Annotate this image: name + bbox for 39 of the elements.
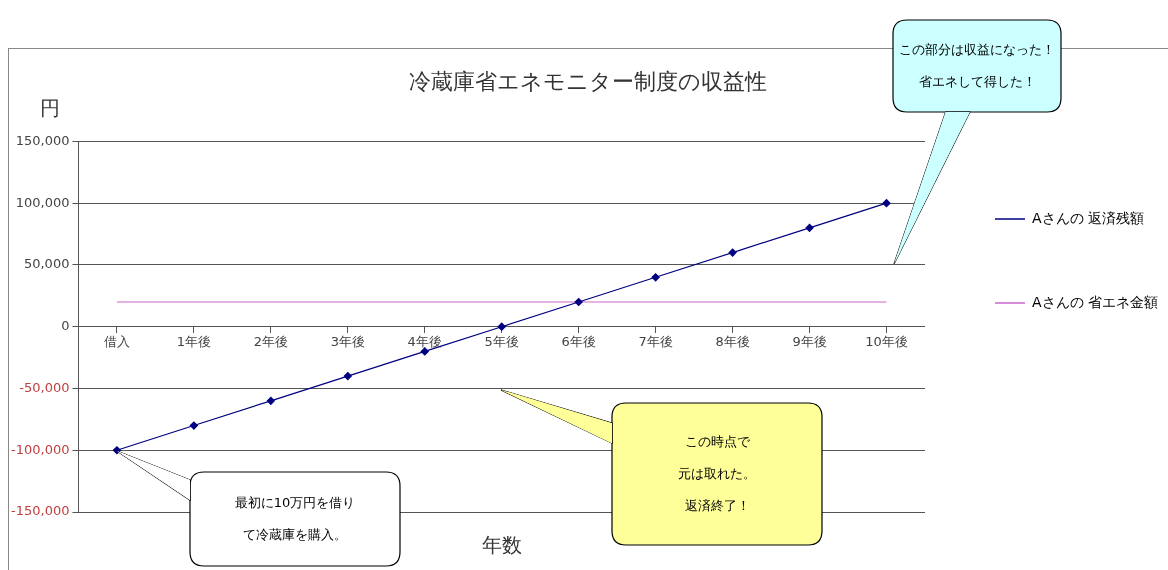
x-tick-label: 6年後: [561, 333, 596, 349]
y-tick-label: 0: [61, 318, 70, 334]
y-tick-label: 100,000: [15, 194, 70, 210]
x-tick-label: 借入: [103, 333, 130, 349]
x-axis-title: 年数: [481, 533, 522, 558]
point: [651, 273, 660, 282]
y-tick-label: -100,000: [11, 441, 70, 457]
x-tick-label: 8年後: [715, 333, 750, 349]
point: [497, 322, 506, 331]
point: [266, 396, 275, 405]
x-tick-label: 2年後: [253, 333, 288, 349]
x-tick-label: 4年後: [407, 333, 442, 349]
annotation: 最初に10万円を借り: [234, 495, 356, 510]
text: て冷蔵庫を購入。: [243, 527, 347, 542]
point: [882, 199, 891, 208]
chart-title: 冷蔵庫省エネモニター制度の収益性: [409, 68, 767, 94]
point: [728, 248, 737, 257]
y-tick-label: -50,000: [19, 379, 70, 395]
y-tick-label: -150,000: [11, 503, 70, 519]
x-tick-label: 5年後: [484, 333, 519, 349]
y-axis-title: 円: [40, 95, 60, 120]
x-tick-label: 1年後: [176, 333, 212, 349]
text: 省エネして得した！: [918, 74, 1036, 89]
point: [343, 372, 352, 381]
text: この部分は収益になった！: [899, 42, 1055, 57]
x-tick-label: 3年後: [330, 333, 365, 349]
x-tick-label: 9年後: [792, 333, 827, 349]
legend-label: Aさんの 省エネ金額: [1031, 293, 1158, 310]
annotation: この時点で: [684, 434, 750, 449]
annotation: 返済終了！: [684, 498, 750, 513]
x-tick-label: 7年後: [638, 333, 673, 349]
x-tick-label: 10年後: [865, 333, 908, 349]
point: [574, 297, 583, 307]
annotation: 元は取れた。: [678, 466, 756, 481]
y-tick-label: 50,000: [23, 256, 70, 272]
legend-label: Aさんの 返済残額: [1031, 209, 1144, 226]
point: [805, 223, 814, 232]
point: [189, 421, 198, 430]
y-tick-label: 150,000: [15, 132, 70, 148]
